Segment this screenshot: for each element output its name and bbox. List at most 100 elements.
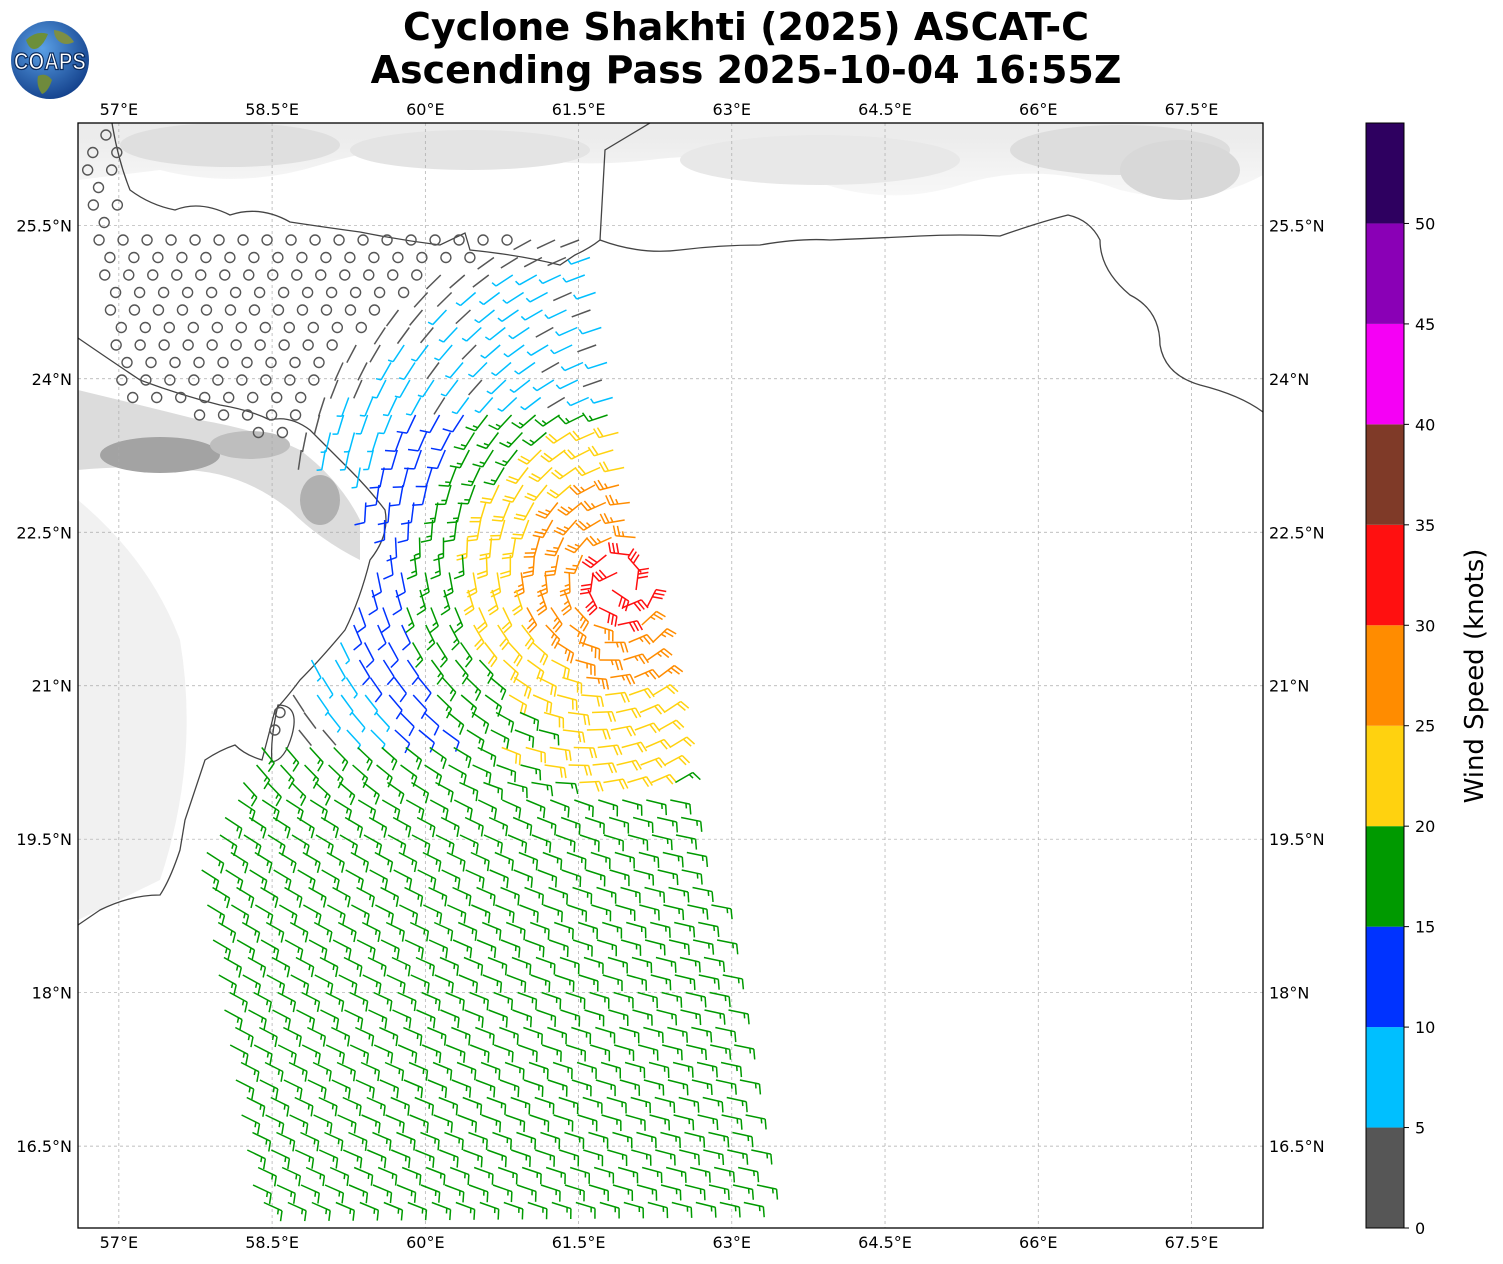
wind-barb [393, 677, 407, 703]
wind-barbs [81, 129, 779, 1222]
wind-barb [353, 379, 363, 399]
wind-barb [350, 851, 370, 873]
wind-barb [630, 1096, 652, 1114]
wind-barb [548, 939, 569, 958]
wind-barb [538, 274, 562, 285]
wind-barb [391, 1149, 411, 1169]
wind-barb [686, 851, 709, 867]
wind-barb [555, 379, 579, 390]
wind-barb [543, 904, 563, 923]
wind-barb [449, 274, 466, 289]
wind-barb [523, 1079, 544, 1097]
wind-barb [100, 129, 112, 141]
wind-barb [475, 1079, 496, 1098]
wind-barb [551, 466, 577, 480]
wind-barb [540, 1131, 561, 1150]
wind-barb [637, 1044, 659, 1061]
wind-barb [392, 1009, 412, 1029]
wind-barb [421, 1044, 442, 1064]
wind-barb [454, 659, 469, 685]
wind-barb [259, 1079, 279, 1100]
lon-tick-label: 67.5°E [1165, 100, 1219, 119]
wind-barb [363, 834, 383, 856]
colorbar-bin [1366, 725, 1404, 827]
wind-barb [320, 304, 333, 316]
wind-barb [140, 374, 152, 386]
wind-barb [554, 974, 575, 992]
wind-barb [400, 764, 418, 787]
lon-tick-label: 58.5°E [245, 1233, 299, 1252]
wind-barb [266, 974, 286, 995]
wind-barb [520, 309, 543, 321]
wind-barb [243, 269, 255, 281]
wind-barb [552, 1061, 573, 1080]
wind-barb [303, 904, 322, 926]
wind-barb [157, 286, 170, 299]
wind-barb [490, 729, 510, 750]
wind-barb [363, 642, 375, 669]
wind-barb [425, 624, 436, 651]
colorbar-tick-label: 15 [1415, 918, 1435, 937]
wind-barb [531, 834, 552, 853]
wind-barb [483, 781, 503, 800]
wind-barb [658, 719, 685, 731]
wind-barb [443, 519, 458, 543]
wind-barb [652, 684, 679, 696]
colorbar-frame [1365, 122, 1405, 1229]
wind-barb [373, 327, 386, 345]
wind-barb [428, 886, 448, 907]
wind-barb [333, 234, 345, 246]
lon-tick-label: 61.5°E [552, 100, 606, 119]
wind-barb [338, 974, 358, 995]
wind-barb [430, 659, 444, 685]
wind-barb [528, 466, 553, 483]
wind-barb [494, 449, 518, 467]
wind-barb [626, 974, 648, 991]
wind-barb [367, 1149, 387, 1169]
wind-barb [657, 869, 679, 886]
wind-barb [369, 344, 381, 363]
wind-barb [295, 956, 315, 978]
wind-barb [325, 991, 345, 1012]
lat-tick-label: 24°N [1269, 370, 1309, 389]
wind-barb [411, 269, 423, 281]
wind-barb [500, 256, 519, 269]
wind-barb [428, 939, 449, 959]
wind-barb [121, 356, 133, 369]
wind-barb [565, 991, 586, 1010]
wind-barb [257, 1166, 277, 1187]
wind-barb [384, 1061, 405, 1081]
wind-barb [258, 1026, 278, 1048]
wind-barb [336, 397, 350, 418]
wind-barb [380, 939, 400, 960]
wind-barb [633, 869, 655, 886]
wind-barb [578, 921, 599, 940]
wind-barb [300, 1131, 320, 1152]
wind-barb [685, 991, 707, 1008]
wind-barb [525, 746, 546, 764]
wind-barb [465, 676, 482, 702]
wind-barb [392, 467, 409, 489]
wind-barb [305, 1166, 326, 1187]
wind-barb [534, 1096, 555, 1115]
wind-barb [252, 426, 265, 439]
wind-barb [576, 1061, 597, 1079]
wind-barb [480, 1061, 501, 1081]
wind-barb [584, 361, 608, 370]
wind-barb [230, 904, 250, 926]
wind-barb [582, 379, 603, 388]
wind-barb [430, 432, 452, 451]
colorbar-tick-label: 5 [1415, 1119, 1425, 1138]
wind-barb [435, 781, 454, 803]
wind-barb [252, 1131, 272, 1152]
wind-barb [325, 286, 338, 299]
wind-barb [134, 339, 146, 351]
wind-barb [656, 816, 679, 833]
wind-barb [484, 326, 506, 341]
wind-barb [133, 286, 146, 299]
wind-barb [488, 414, 513, 431]
wind-barb [689, 1166, 711, 1183]
wind-barb [561, 589, 572, 616]
wind-barb [411, 642, 424, 668]
wind-barb [247, 956, 267, 978]
